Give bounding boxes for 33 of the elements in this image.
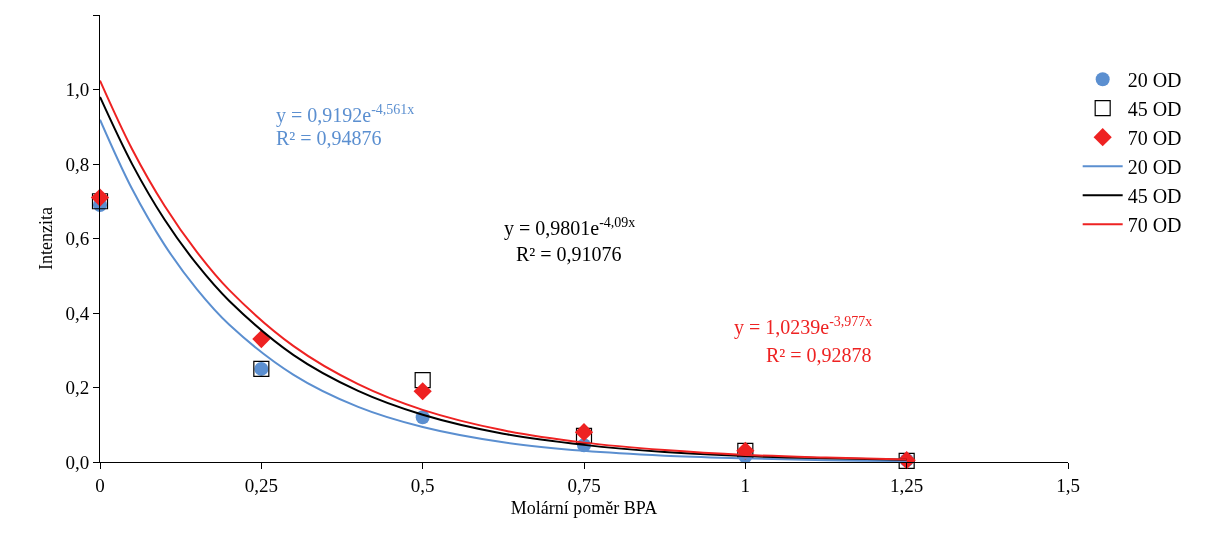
annotation: R² = 0,94876 xyxy=(276,127,382,149)
y-tick-label: 1,0 xyxy=(65,79,90,101)
y-tick-label: 0,8 xyxy=(65,153,90,175)
point xyxy=(414,371,431,389)
legend-label: 45 OD xyxy=(1127,98,1182,120)
point xyxy=(91,193,109,210)
annotation: R² = 0,92878 xyxy=(766,344,872,366)
legend-label: 45 OD xyxy=(1127,185,1182,207)
y-axis-title: Intenzita xyxy=(35,207,56,270)
annotation: R² = 0,91076 xyxy=(516,243,622,265)
legend-label: 70 OD xyxy=(1127,127,1182,149)
annotation: y = 1,0239e$^{-3,977x}$ xyxy=(734,314,873,340)
x-tick-label: 1 xyxy=(740,474,751,496)
point xyxy=(252,329,271,349)
legend-label: 70 OD xyxy=(1127,214,1182,236)
point xyxy=(413,382,432,401)
x-tick-label: 0,75 xyxy=(567,474,601,496)
annotation: y = 0,9801e$^{-4,09x}$ xyxy=(504,215,636,241)
y-tick-label: 0,0 xyxy=(65,451,90,473)
x-tick-label: 0,25 xyxy=(244,474,278,496)
x-tick-label: 1,25 xyxy=(890,474,924,496)
x-tick-label: 0 xyxy=(95,474,105,496)
y-tick-label: 0,4 xyxy=(65,302,90,324)
x-tick-label: 0,5 xyxy=(410,474,435,496)
annotation: y = 0,9192e$^{-4,561x}$ xyxy=(276,102,415,128)
legend-label: 20 OD xyxy=(1127,69,1182,91)
point xyxy=(574,423,594,442)
y-tick-label: 0,2 xyxy=(65,377,90,399)
x-axis-title: Molární poměr BPA xyxy=(510,497,658,518)
legend-label: 20 OD xyxy=(1127,156,1182,178)
point xyxy=(575,427,593,445)
y-tick-label: 0,6 xyxy=(65,228,90,250)
x-tick-label: 1,5 xyxy=(1056,474,1080,496)
